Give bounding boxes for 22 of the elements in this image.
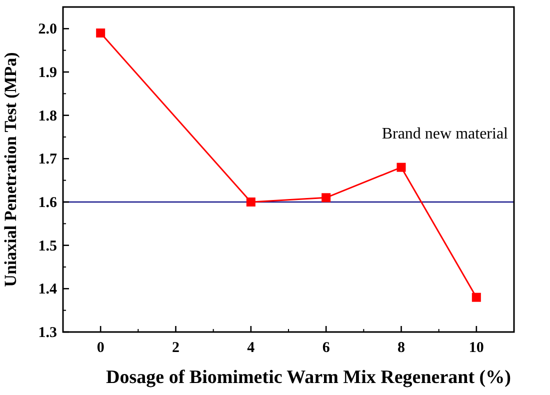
- point: [96, 28, 106, 38]
- annotation: Brand new material: [382, 126, 509, 143]
- y-axis-title: Uniaxial Penetration Test (MPa): [1, 52, 20, 287]
- x-tick-label: 0: [96, 340, 104, 356]
- y-tick-label: 1.3: [38, 325, 57, 341]
- y-tick-label: 1.8: [38, 108, 57, 124]
- x-tick-label: 10: [468, 340, 484, 356]
- x-tick-label: 6: [322, 340, 330, 356]
- point: [396, 162, 406, 172]
- y-tick-label: 1.7: [38, 152, 58, 168]
- y-tick-label: 1.9: [38, 65, 57, 81]
- y-tick-label: 1.6: [38, 195, 58, 211]
- point: [472, 292, 481, 302]
- x-axis-title: Dosage of Biomimetic Warm Mix Regenerant (%): [106, 367, 511, 388]
- point: [246, 198, 256, 206]
- point: [322, 193, 331, 202]
- y-tick-label: 1.5: [38, 238, 57, 254]
- y-tick-label: 1.4: [38, 282, 58, 298]
- y-tick-label: 2.0: [38, 22, 57, 38]
- x-tick-label: 8: [398, 340, 405, 356]
- x-tick-label: 2: [172, 340, 180, 356]
- x-tick-label: 4: [247, 340, 256, 356]
